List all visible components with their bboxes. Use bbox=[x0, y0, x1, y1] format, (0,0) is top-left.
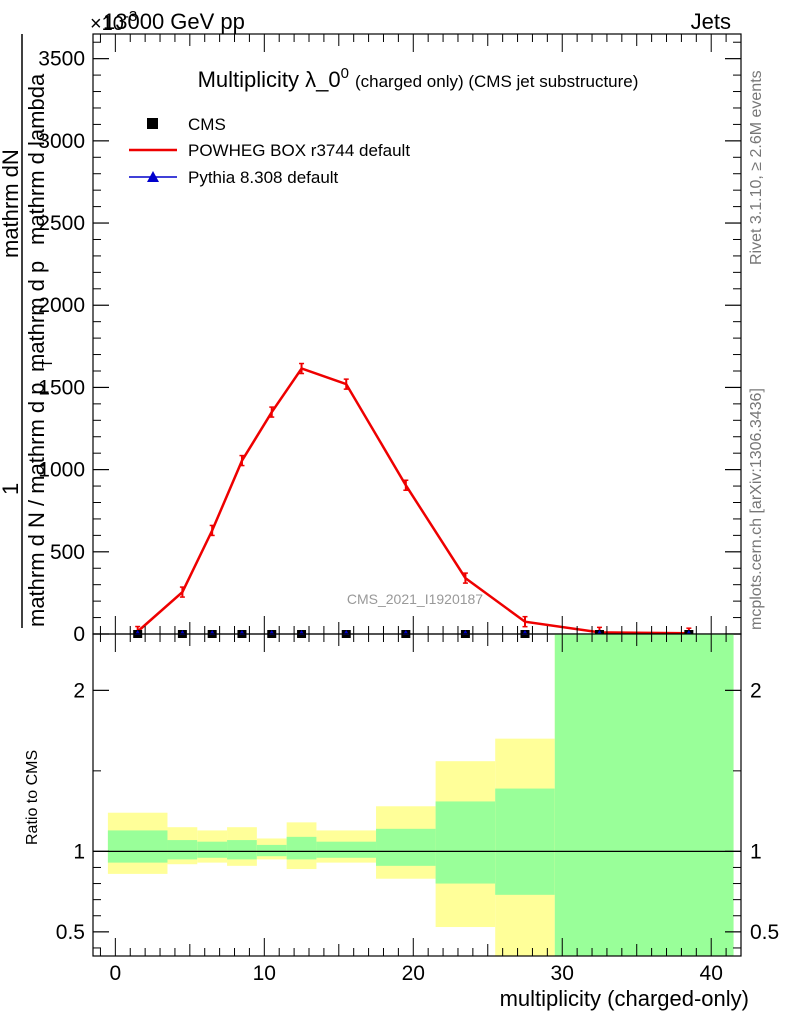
ratio-band-inner bbox=[495, 788, 555, 895]
legend-marker-pythia bbox=[147, 171, 159, 182]
upper-y-tick-label: 0 bbox=[73, 623, 85, 646]
lower-frame bbox=[92, 633, 742, 957]
ratio-y-tick-label-left: 0.5 bbox=[56, 921, 85, 944]
legend-label-cms: CMS bbox=[188, 115, 226, 134]
ratio-band-inner bbox=[316, 841, 377, 858]
upper-y-tick-label: 1000 bbox=[38, 459, 85, 482]
ratio-y-tick-label-left: 2 bbox=[73, 679, 85, 702]
collision-energy-label: 13000 GeV pp bbox=[103, 9, 245, 34]
ylabel-numerator: 1 bbox=[0, 483, 23, 495]
rivet-version-label: Rivet 3.1.10, ≥ 2.6M events bbox=[748, 70, 765, 265]
x-tick-label: 0 bbox=[110, 962, 122, 985]
legend-marker-cms bbox=[147, 118, 158, 129]
analysis-watermark: CMS_2021_I1920187 bbox=[347, 591, 483, 607]
ylabel-denominator: mathrm d N / mathrm d p bbox=[24, 382, 49, 627]
ylabel-tail: mathrm d lambda bbox=[24, 73, 49, 245]
upper-plot: 0 500 1000 1500 2000 2500 3000 3500 bbox=[38, 33, 742, 646]
powheg-line bbox=[136, 367, 689, 635]
ratio-y-tick-label-right: 1 bbox=[750, 840, 762, 863]
upper-y-tick-label: 3500 bbox=[38, 48, 85, 71]
upper-y-tick-label: 2500 bbox=[38, 212, 85, 235]
x-tick-label: 30 bbox=[551, 962, 574, 985]
mcplots-label: mcplots.cern.ch [arXiv:1306.3436] bbox=[748, 388, 765, 630]
ratio-band-inner bbox=[435, 801, 496, 884]
x-axis-title: multiplicity (charged-only) bbox=[500, 986, 749, 1011]
ratio-band-inner bbox=[376, 828, 436, 866]
ratio-y-tick-label-right: 2 bbox=[750, 679, 762, 702]
ratio-band-inner bbox=[107, 830, 168, 863]
lower-plot: 0 10 20 30 40 0.5 0.5 1 1 2 2 bbox=[56, 633, 779, 985]
x-tick-label: 10 bbox=[253, 962, 276, 985]
upper-y-tick-label: 500 bbox=[50, 541, 85, 564]
ratio-axis-title: Ratio to CMS bbox=[24, 750, 41, 845]
ratio-y-tick-label-left: 1 bbox=[73, 840, 85, 863]
ylabel-numerator-line: mathrm dN bbox=[0, 149, 23, 258]
upper-y-tick-label: 2000 bbox=[38, 294, 85, 317]
ratio-band-inner bbox=[554, 634, 734, 956]
x-tick-label: 20 bbox=[402, 962, 425, 985]
exponent-label: ×10-3 bbox=[90, 8, 137, 35]
upper-y-tick-label: 3000 bbox=[38, 130, 85, 153]
legend: CMS POWHEG BOX r3744 default Pythia 8.30… bbox=[129, 115, 410, 187]
process-label: Jets bbox=[691, 9, 731, 34]
x-tick-label: 40 bbox=[700, 962, 723, 985]
ratio-band-inner bbox=[227, 840, 257, 860]
ratio-band-inner bbox=[286, 836, 317, 860]
ylabel-subscript: T bbox=[39, 359, 56, 368]
plot-title: Multiplicity λ_00 (charged only) (CMS jet… bbox=[198, 65, 639, 92]
upper-y-axis-title: 1 mathrm dN mathrm d N / mathrm d p math… bbox=[0, 34, 56, 628]
ylabel-denominator-tail: mathrm d p bbox=[24, 261, 49, 372]
legend-label-powheg: POWHEG BOX r3744 default bbox=[188, 141, 410, 160]
legend-label-pythia: Pythia 8.308 default bbox=[188, 168, 339, 187]
ratio-band-inner bbox=[256, 844, 287, 857]
ratio-band-inner bbox=[167, 840, 198, 860]
ratio-y-tick-label-right: 0.5 bbox=[750, 921, 779, 944]
upper-y-tick-label: 1500 bbox=[38, 376, 85, 399]
ratio-band-inner bbox=[197, 841, 228, 858]
